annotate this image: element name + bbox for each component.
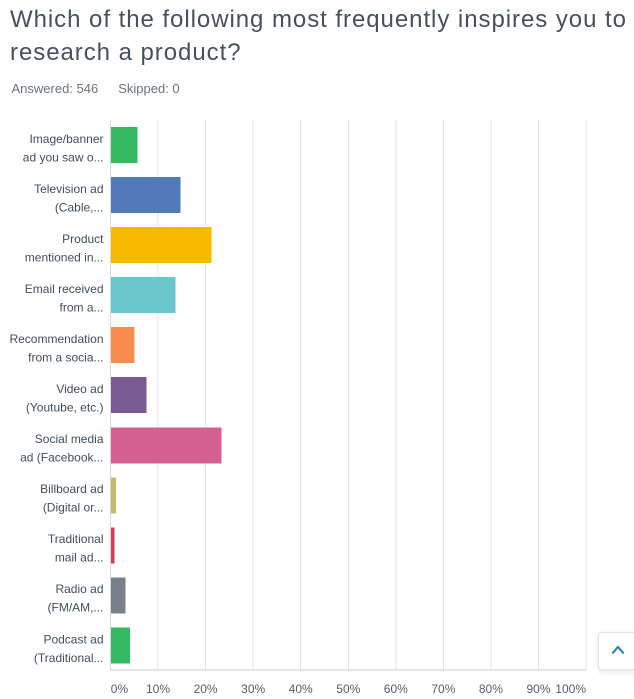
svg-text:80%: 80% bbox=[479, 682, 503, 696]
svg-text:Radio ad: Radio ad bbox=[55, 582, 103, 596]
svg-text:10%: 10% bbox=[146, 682, 170, 696]
svg-text:(Traditional...: (Traditional... bbox=[34, 651, 104, 665]
svg-text:Video ad: Video ad bbox=[56, 382, 103, 396]
svg-text:ad you saw o...: ad you saw o... bbox=[23, 150, 104, 164]
svg-text:Product: Product bbox=[62, 232, 104, 246]
svg-text:100%: 100% bbox=[555, 682, 586, 696]
svg-text:(FM/AM,...: (FM/AM,... bbox=[48, 601, 104, 615]
svg-text:(Cable,...: (Cable,... bbox=[55, 200, 104, 214]
svg-text:Social media: Social media bbox=[35, 432, 104, 446]
svg-text:ad (Facebook...: ad (Facebook... bbox=[20, 451, 103, 465]
svg-text:mail ad...: mail ad... bbox=[55, 551, 104, 565]
svg-text:90%: 90% bbox=[526, 682, 550, 696]
svg-text:Traditional: Traditional bbox=[48, 532, 104, 546]
svg-text:(Youtube, etc.): (Youtube, etc.) bbox=[26, 401, 104, 415]
svg-text:50%: 50% bbox=[336, 682, 360, 696]
svg-text:Image/banner: Image/banner bbox=[29, 132, 103, 146]
svg-text:20%: 20% bbox=[194, 682, 218, 696]
svg-text:30%: 30% bbox=[241, 682, 265, 696]
svg-text:60%: 60% bbox=[384, 682, 408, 696]
svg-text:Recommendation: Recommendation bbox=[9, 332, 103, 346]
svg-text:Email received: Email received bbox=[25, 282, 104, 296]
svg-text:70%: 70% bbox=[431, 682, 455, 696]
svg-text:(Digital or...: (Digital or... bbox=[43, 501, 104, 515]
svg-text:Television ad: Television ad bbox=[34, 182, 103, 196]
svg-text:mentioned in...: mentioned in... bbox=[25, 250, 104, 264]
svg-text:from a socia...: from a socia... bbox=[28, 351, 103, 365]
svg-text:Billboard ad: Billboard ad bbox=[40, 482, 103, 496]
svg-text:0%: 0% bbox=[111, 682, 129, 696]
svg-text:from a...: from a... bbox=[59, 300, 103, 314]
svg-text:Podcast ad: Podcast ad bbox=[43, 632, 103, 646]
svg-text:40%: 40% bbox=[289, 682, 313, 696]
